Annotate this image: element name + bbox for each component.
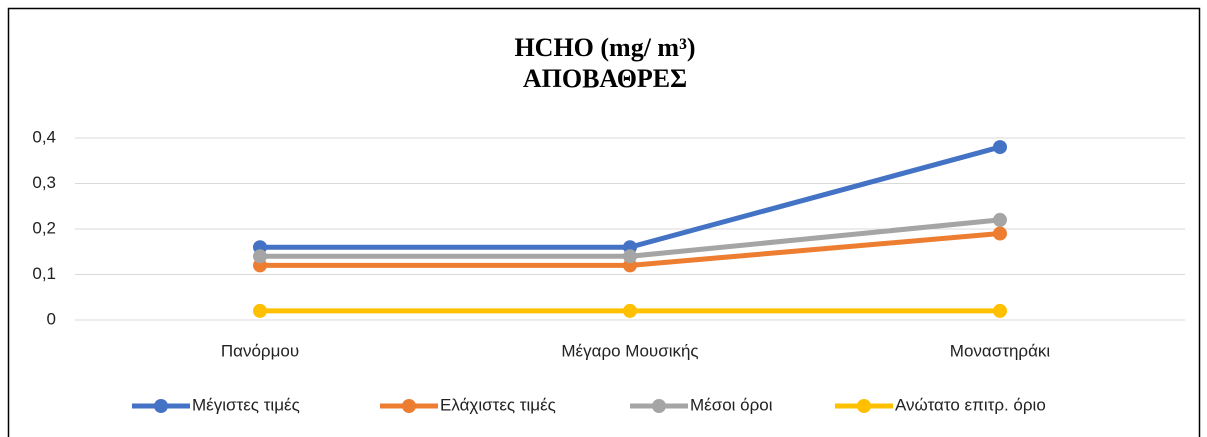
data-point: [253, 303, 267, 318]
legend-marker: [652, 399, 666, 413]
data-point: [993, 303, 1007, 318]
data-point: [623, 303, 637, 318]
legend-label: Ελάχιστες τιμές: [440, 395, 556, 414]
legend-marker: [154, 399, 168, 413]
legend-marker: [857, 399, 871, 413]
x-tick-label: Μέγαρο Μουσικής: [561, 341, 698, 360]
data-point: [993, 226, 1007, 241]
legend-label: Μέγιστες τιμές: [192, 395, 300, 414]
data-point: [993, 140, 1007, 155]
x-tick-label: Πανόρμου: [221, 341, 299, 360]
legend-label: Ανώτατο επιτρ. όριο: [895, 395, 1046, 414]
data-point: [253, 249, 267, 264]
legend-label: Μέσοι όροι: [690, 395, 773, 414]
data-point: [993, 212, 1007, 227]
data-point: [623, 249, 637, 264]
chart-title: HCHO (mg/ m³): [514, 33, 695, 62]
y-tick-label: 0,3: [32, 173, 56, 192]
y-tick-label: 0: [47, 309, 56, 328]
y-tick-label: 0,2: [32, 218, 56, 237]
y-tick-label: 0,4: [32, 127, 56, 146]
legend-marker: [402, 399, 416, 413]
chart-subtitle: ΑΠΟΒΑΘΡΕΣ: [523, 64, 687, 93]
y-tick-label: 0,1: [32, 264, 56, 283]
x-tick-label: Μοναστηράκι: [950, 341, 1051, 360]
